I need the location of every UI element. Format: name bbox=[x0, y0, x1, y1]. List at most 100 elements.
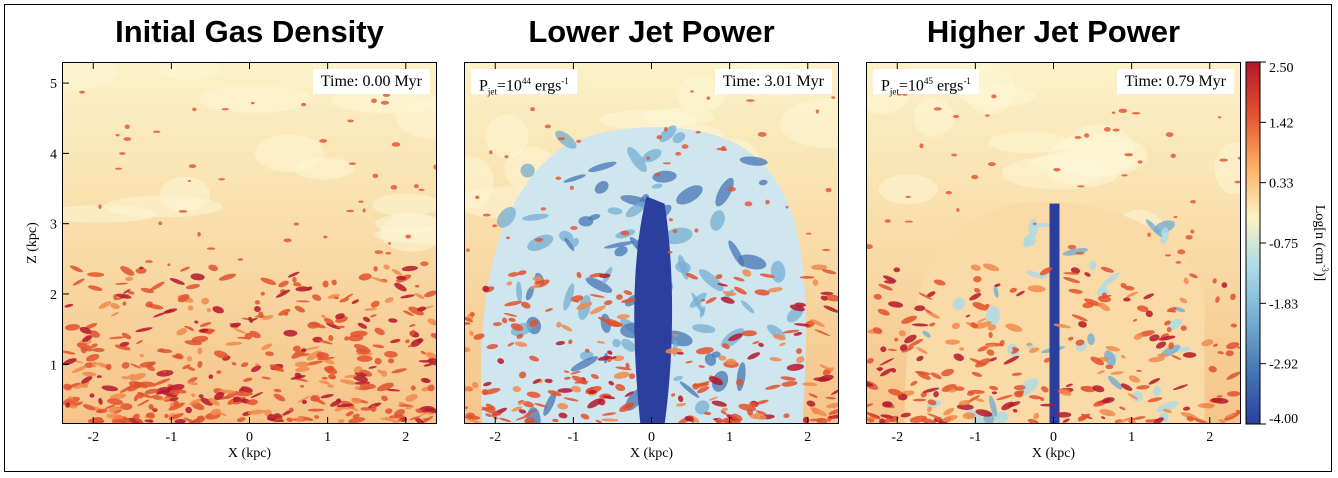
dense-cloud bbox=[398, 404, 412, 407]
dense-cloud bbox=[175, 353, 184, 360]
dense-cloud bbox=[1084, 298, 1102, 307]
dense-cloud bbox=[156, 387, 173, 394]
dense-cloud bbox=[973, 288, 981, 293]
bubble-filament bbox=[1131, 390, 1143, 402]
dense-cloud bbox=[610, 356, 617, 360]
halo-cloud bbox=[727, 186, 736, 192]
dense-cloud bbox=[145, 412, 156, 419]
dense-cloud bbox=[908, 338, 924, 348]
dense-cloud bbox=[265, 351, 274, 357]
dense-cloud bbox=[867, 358, 874, 364]
dense-cloud bbox=[354, 372, 367, 377]
dense-cloud bbox=[355, 348, 369, 355]
halo-cloud bbox=[905, 195, 911, 199]
dense-cloud bbox=[879, 418, 885, 423]
halo-cloud bbox=[1032, 222, 1037, 226]
dense-cloud bbox=[713, 418, 718, 421]
dense-cloud bbox=[110, 311, 119, 317]
halo-patch bbox=[395, 97, 436, 140]
dense-cloud bbox=[1225, 350, 1234, 357]
dense-cloud bbox=[526, 391, 541, 398]
dense-cloud bbox=[973, 276, 982, 283]
dense-cloud bbox=[295, 366, 310, 372]
dense-cloud bbox=[273, 393, 286, 402]
dense-cloud bbox=[1183, 277, 1189, 285]
halo-cloud bbox=[1165, 132, 1174, 137]
dense-cloud bbox=[254, 300, 261, 305]
dense-cloud bbox=[169, 397, 179, 402]
dense-cloud bbox=[570, 370, 581, 375]
halo-cloud bbox=[420, 261, 429, 267]
dense-cloud bbox=[97, 410, 103, 414]
dense-cloud bbox=[405, 394, 418, 402]
dense-cloud bbox=[520, 301, 531, 309]
dense-cloud bbox=[405, 339, 410, 344]
y-tick-label: 1 bbox=[50, 358, 57, 373]
dense-cloud bbox=[424, 407, 436, 413]
dense-cloud bbox=[261, 343, 273, 351]
halo-cloud bbox=[654, 172, 661, 177]
cocoon-filament bbox=[739, 156, 768, 166]
dense-cloud bbox=[1033, 412, 1040, 420]
halo-cloud bbox=[1164, 254, 1172, 257]
dense-cloud bbox=[393, 409, 406, 417]
dense-cloud bbox=[466, 418, 482, 423]
dense-cloud bbox=[523, 409, 537, 417]
halo-cloud bbox=[867, 244, 873, 250]
dense-cloud bbox=[1058, 389, 1072, 396]
dense-cloud bbox=[814, 329, 830, 337]
dense-cloud bbox=[243, 377, 253, 382]
dense-cloud bbox=[956, 403, 974, 410]
dense-cloud bbox=[360, 407, 372, 411]
dense-cloud bbox=[883, 275, 897, 282]
dense-cloud bbox=[1147, 397, 1163, 403]
dense-cloud bbox=[721, 407, 728, 412]
dense-cloud bbox=[890, 367, 897, 373]
dense-cloud bbox=[430, 333, 436, 340]
halo-cloud bbox=[319, 139, 328, 143]
dense-cloud bbox=[362, 316, 371, 323]
dense-cloud bbox=[250, 365, 262, 373]
halo-patch bbox=[779, 98, 838, 149]
dense-cloud bbox=[676, 351, 685, 355]
x-tick-label: 1 bbox=[726, 430, 733, 445]
dense-cloud bbox=[337, 418, 345, 423]
dense-cloud bbox=[206, 330, 214, 335]
dense-cloud bbox=[1071, 314, 1088, 322]
cocoon-filament bbox=[578, 216, 594, 227]
dense-cloud bbox=[584, 348, 590, 353]
dense-cloud bbox=[79, 326, 92, 334]
dense-cloud bbox=[294, 361, 310, 368]
halo-cloud bbox=[348, 162, 357, 166]
halo-cloud bbox=[806, 232, 812, 235]
dense-cloud bbox=[1080, 385, 1096, 393]
halo-cloud bbox=[667, 250, 673, 254]
bubble-filament bbox=[1160, 227, 1169, 245]
dense-cloud bbox=[1230, 323, 1238, 328]
dense-cloud bbox=[216, 370, 222, 374]
dense-cloud bbox=[149, 281, 165, 291]
dense-cloud bbox=[237, 336, 251, 340]
cocoon-filament bbox=[594, 181, 609, 194]
dense-cloud bbox=[107, 398, 124, 405]
cocoon-filament bbox=[520, 163, 535, 178]
halo-cloud bbox=[1124, 153, 1134, 157]
dense-cloud bbox=[1099, 409, 1116, 417]
halo-cloud bbox=[720, 145, 727, 151]
dense-cloud bbox=[1186, 416, 1195, 422]
dense-cloud bbox=[1221, 282, 1228, 288]
dense-cloud bbox=[828, 414, 838, 419]
dense-cloud bbox=[691, 383, 710, 387]
dense-cloud bbox=[292, 282, 302, 287]
dense-cloud bbox=[351, 299, 360, 304]
dense-cloud bbox=[781, 381, 798, 387]
dense-cloud bbox=[101, 385, 119, 392]
dense-cloud bbox=[942, 415, 958, 422]
halo-cloud bbox=[1170, 153, 1176, 159]
dense-cloud bbox=[432, 320, 436, 327]
dense-cloud bbox=[1235, 409, 1240, 416]
dense-cloud bbox=[278, 308, 291, 316]
dense-cloud bbox=[1013, 390, 1024, 398]
dense-cloud bbox=[307, 321, 320, 329]
dense-cloud bbox=[98, 397, 103, 405]
